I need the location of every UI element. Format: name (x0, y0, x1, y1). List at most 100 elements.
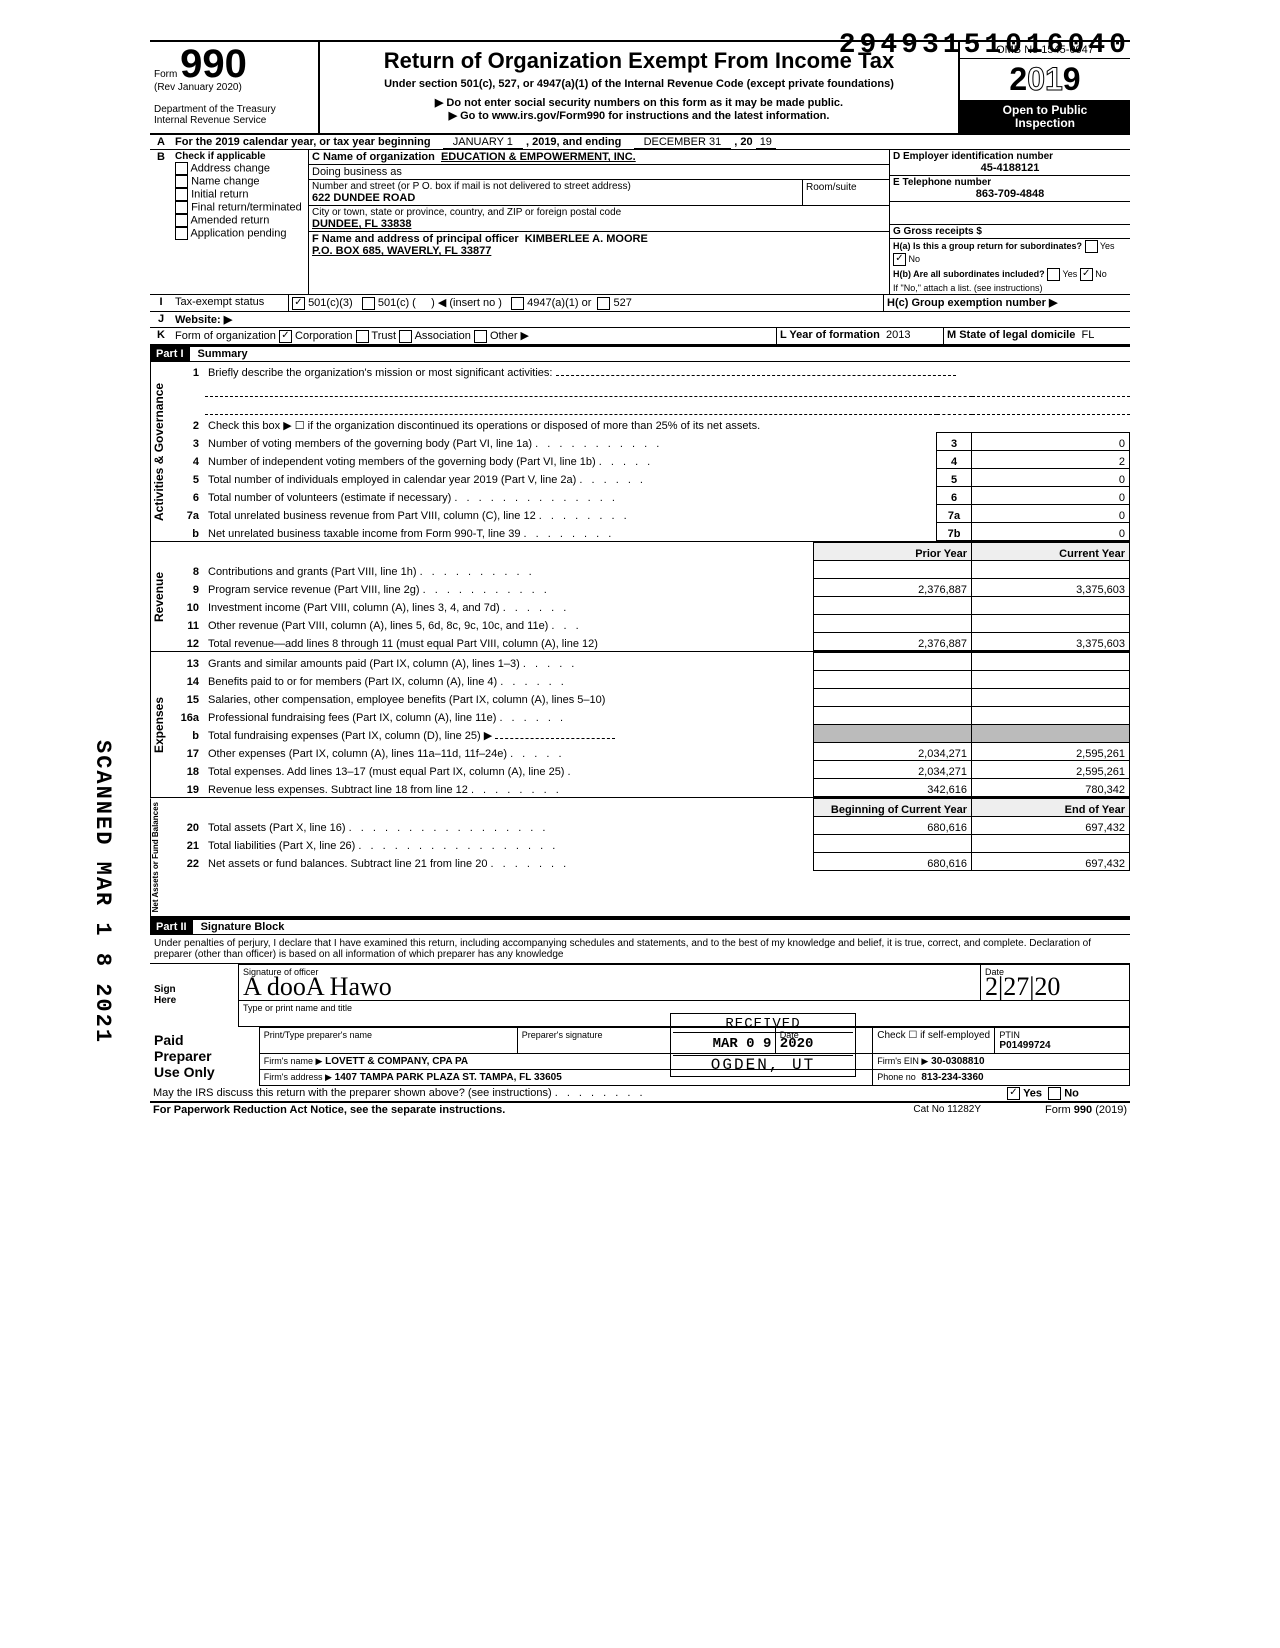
open-inspection: Open to PublicInspection (960, 101, 1130, 133)
firm-phone: 813-234-3360 (921, 1072, 983, 1083)
firm-name: LOVETT & COMPANY, CPA PA (325, 1056, 468, 1067)
dba: Doing business as (309, 165, 889, 179)
sign-date: 2|27|20 (985, 977, 1125, 998)
street: 622 DUNDEE ROAD (312, 192, 799, 204)
p9: 2,376,887 (814, 578, 972, 596)
cb-discuss-yes[interactable] (1007, 1087, 1020, 1100)
cb-ha-yes[interactable] (1085, 240, 1098, 253)
cb-final-return[interactable] (175, 201, 188, 214)
form-footer: Form 990 (2019) (1045, 1104, 1127, 1116)
firm-ein: 30-0308810 (931, 1056, 984, 1067)
jurat: Under penalties of perjury, I declare th… (150, 935, 1130, 964)
e-label: E Telephone number (893, 177, 1127, 188)
part2-title: Signature Block (193, 920, 293, 934)
label-b: B (150, 150, 172, 294)
website: Website: ▶ (172, 312, 1130, 327)
cb-discuss-no[interactable] (1048, 1087, 1061, 1100)
val-7b: 0 (972, 522, 1130, 540)
p12: 2,376,887 (814, 632, 972, 650)
e22: 697,432 (972, 852, 1130, 870)
cb-501c[interactable] (362, 297, 375, 310)
state-domicile: FL (1081, 329, 1094, 341)
cb-trust[interactable] (356, 330, 369, 343)
rev-date: (Rev January 2020) (154, 82, 242, 93)
street-label: Number and street (or P O. box if mail i… (312, 181, 799, 192)
irs: Internal Revenue Service (154, 115, 266, 126)
p19: 342,616 (814, 778, 972, 796)
cb-hb-yes[interactable] (1047, 268, 1060, 281)
b22: 680,616 (814, 852, 972, 870)
val-7a: 0 (972, 504, 1130, 522)
cat-no: Cat No 11282Y (910, 1103, 984, 1117)
tax-exempt-label: Tax-exempt status (172, 295, 288, 311)
form-number: 990 (180, 42, 247, 86)
label-a: A (150, 135, 172, 149)
p17: 2,034,271 (814, 742, 972, 760)
val-6: 0 (972, 486, 1130, 504)
cb-amended[interactable] (175, 214, 188, 227)
vlabel-rev: Revenue (150, 542, 172, 651)
tax-year: 2019 (960, 59, 1130, 101)
cb-initial-return[interactable] (175, 188, 188, 201)
c12: 3,375,603 (972, 632, 1130, 650)
g-label: G Gross receipts $ (890, 224, 1130, 239)
form-prefix: Form (154, 69, 177, 80)
officer-name: KIMBERLEE A. MOORE (525, 233, 648, 245)
part1-title: Summary (190, 347, 256, 361)
cb-501c3[interactable] (292, 297, 305, 310)
hb-label: H(b) Are all subordinates included? (893, 269, 1045, 279)
form-org: Form of organization Corporation Trust A… (172, 328, 776, 344)
c18: 2,595,261 (972, 760, 1130, 778)
officer-signature: A dooA Hawo (243, 977, 976, 998)
cb-address-change[interactable] (175, 162, 188, 175)
c17: 2,595,261 (972, 742, 1130, 760)
room-label: Room/suite (806, 182, 857, 193)
cb-other[interactable] (474, 330, 487, 343)
c9: 3,375,603 (972, 578, 1130, 596)
cb-ha-no[interactable] (893, 253, 906, 266)
cb-4947[interactable] (511, 297, 524, 310)
sign-here-block: Sign Here Signature of officer A dooA Ha… (150, 964, 1130, 1027)
e20: 697,432 (972, 816, 1130, 834)
cb-assoc[interactable] (399, 330, 412, 343)
cb-hb-no[interactable] (1080, 268, 1093, 281)
city: DUNDEE, FL 33838 (312, 218, 886, 230)
cb-527[interactable] (597, 297, 610, 310)
p18: 2,034,271 (814, 760, 972, 778)
ha-label: H(a) Is this a group return for subordin… (893, 241, 1082, 251)
vlabel-net: Net Assets or Fund Balances (150, 798, 172, 916)
hc-label: H(c) Group exemption number ▶ (883, 295, 1130, 311)
f-label: F Name and address of principal officer (312, 233, 519, 245)
pra-notice: For Paperwork Reduction Act Notice, see … (150, 1103, 910, 1117)
cb-name-change[interactable] (175, 175, 188, 188)
firm-addr: 1407 TAMPA PARK PLAZA ST. TAMPA, FL 3360… (335, 1072, 562, 1083)
part2-label: Part II (150, 920, 193, 934)
label-k: K (150, 328, 172, 344)
dln: 29493151016040 (839, 30, 1130, 61)
cb-app-pending[interactable] (175, 227, 188, 240)
paid-preparer-block: Paid Preparer Use Only Print/Type prepar… (150, 1027, 1130, 1086)
cb-corp[interactable] (279, 330, 292, 343)
label-j: J (150, 312, 172, 327)
check-applicable: Check if applicable Address change Name … (172, 150, 309, 294)
city-label: City or town, state or province, country… (312, 207, 886, 218)
hb-note: If "No," attach a list. (see instruction… (890, 282, 1130, 294)
org-name: EDUCATION & EMPOWERMENT, INC. (441, 151, 636, 163)
received-stamp: RECEIVED MAR 0 9 2020 OGDEN, UT (670, 1013, 856, 1077)
val-4: 2 (972, 450, 1130, 468)
goto-note: ▶ Go to www.irs.gov/Form990 for instruct… (326, 109, 952, 122)
line-a: For the 2019 calendar year, or tax year … (172, 135, 1130, 149)
phone: 863-709-4848 (893, 188, 1127, 200)
d-label: D Employer identification number (893, 151, 1127, 162)
vlabel-exp: Expenses (150, 652, 172, 797)
ptin: P01499724 (999, 1040, 1050, 1051)
label-i: I (150, 295, 172, 311)
dept: Department of the Treasury (154, 104, 276, 115)
val-5: 0 (972, 468, 1130, 486)
tax-exempt-opts: 501(c)(3) 501(c) ( ) ◀ (insert no ) 4947… (288, 295, 883, 311)
officer-addr: P.O. BOX 685, WAVERLY, FL 33877 (312, 245, 491, 257)
ssn-note: ▶ Do not enter social security numbers o… (326, 96, 952, 109)
val-3: 0 (972, 432, 1130, 450)
scanned-stamp: SCANNED MAR 1 8 2021 (90, 740, 115, 1044)
subtitle: Under section 501(c), 527, or 4947(a)(1)… (326, 78, 952, 90)
